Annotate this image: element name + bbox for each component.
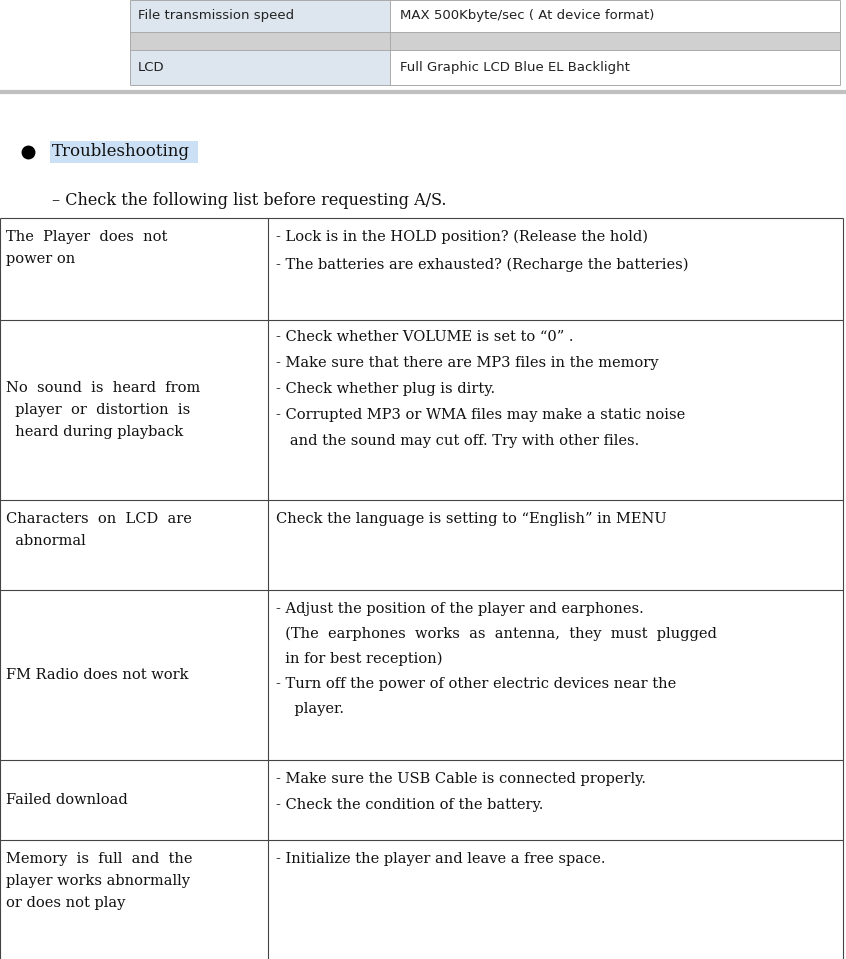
Text: Characters  on  LCD  are
  abnormal: Characters on LCD are abnormal [6, 512, 192, 549]
Text: - Lock is in the HOLD position? (Release the hold): - Lock is in the HOLD position? (Release… [276, 230, 648, 245]
Text: - Corrupted MP3 or WMA files may make a static noise: - Corrupted MP3 or WMA files may make a … [276, 408, 685, 422]
Text: – Check the following list before requesting A/S.: – Check the following list before reques… [52, 192, 447, 209]
Text: Check the language is setting to “English” in MENU: Check the language is setting to “Englis… [276, 512, 667, 526]
Text: Memory  is  full  and  the
player works abnormally
or does not play: Memory is full and the player works abno… [6, 852, 193, 910]
Text: MAX 500Kbyte/sec ( At device format): MAX 500Kbyte/sec ( At device format) [400, 10, 654, 22]
Text: and the sound may cut off. Try with other files.: and the sound may cut off. Try with othe… [276, 434, 640, 448]
Bar [130, 32, 840, 50]
Text: LCD: LCD [138, 61, 165, 74]
Text: Failed download: Failed download [6, 793, 128, 807]
Text: - The batteries are exhausted? (Recharge the batteries): - The batteries are exhausted? (Recharge… [276, 258, 689, 272]
Text: - Make sure that there are MP3 files in the memory: - Make sure that there are MP3 files in … [276, 356, 658, 370]
Text: FM Radio does not work: FM Radio does not work [6, 668, 189, 682]
Text: - Initialize the player and leave a free space.: - Initialize the player and leave a free… [276, 852, 606, 866]
Text: - Adjust the position of the player and earphones.: - Adjust the position of the player and … [276, 602, 644, 616]
Text: - Check whether VOLUME is set to “0” .: - Check whether VOLUME is set to “0” . [276, 330, 574, 344]
Text: Full Graphic LCD Blue EL Backlight: Full Graphic LCD Blue EL Backlight [400, 61, 630, 74]
Text: in for best reception): in for best reception) [276, 652, 442, 667]
Text: - Check whether plug is dirty.: - Check whether plug is dirty. [276, 382, 495, 396]
Text: The  Player  does  not
power on: The Player does not power on [6, 230, 168, 267]
Text: player.: player. [276, 702, 344, 716]
Bar [130, 0, 390, 85]
Text: (The  earphones  works  as  antenna,  they  must  plugged: (The earphones works as antenna, they mu… [276, 627, 717, 642]
Text: - Check the condition of the battery.: - Check the condition of the battery. [276, 798, 543, 812]
Text: - Turn off the power of other electric devices near the: - Turn off the power of other electric d… [276, 677, 676, 691]
Text: No  sound  is  heard  from
  player  or  distortion  is
  heard during playback: No sound is heard from player or distort… [6, 381, 201, 439]
Text: File transmission speed: File transmission speed [138, 10, 294, 22]
Bar [50, 141, 198, 163]
Text: Troubleshooting: Troubleshooting [52, 144, 190, 160]
Text: - Make sure the USB Cable is connected properly.: - Make sure the USB Cable is connected p… [276, 772, 646, 786]
